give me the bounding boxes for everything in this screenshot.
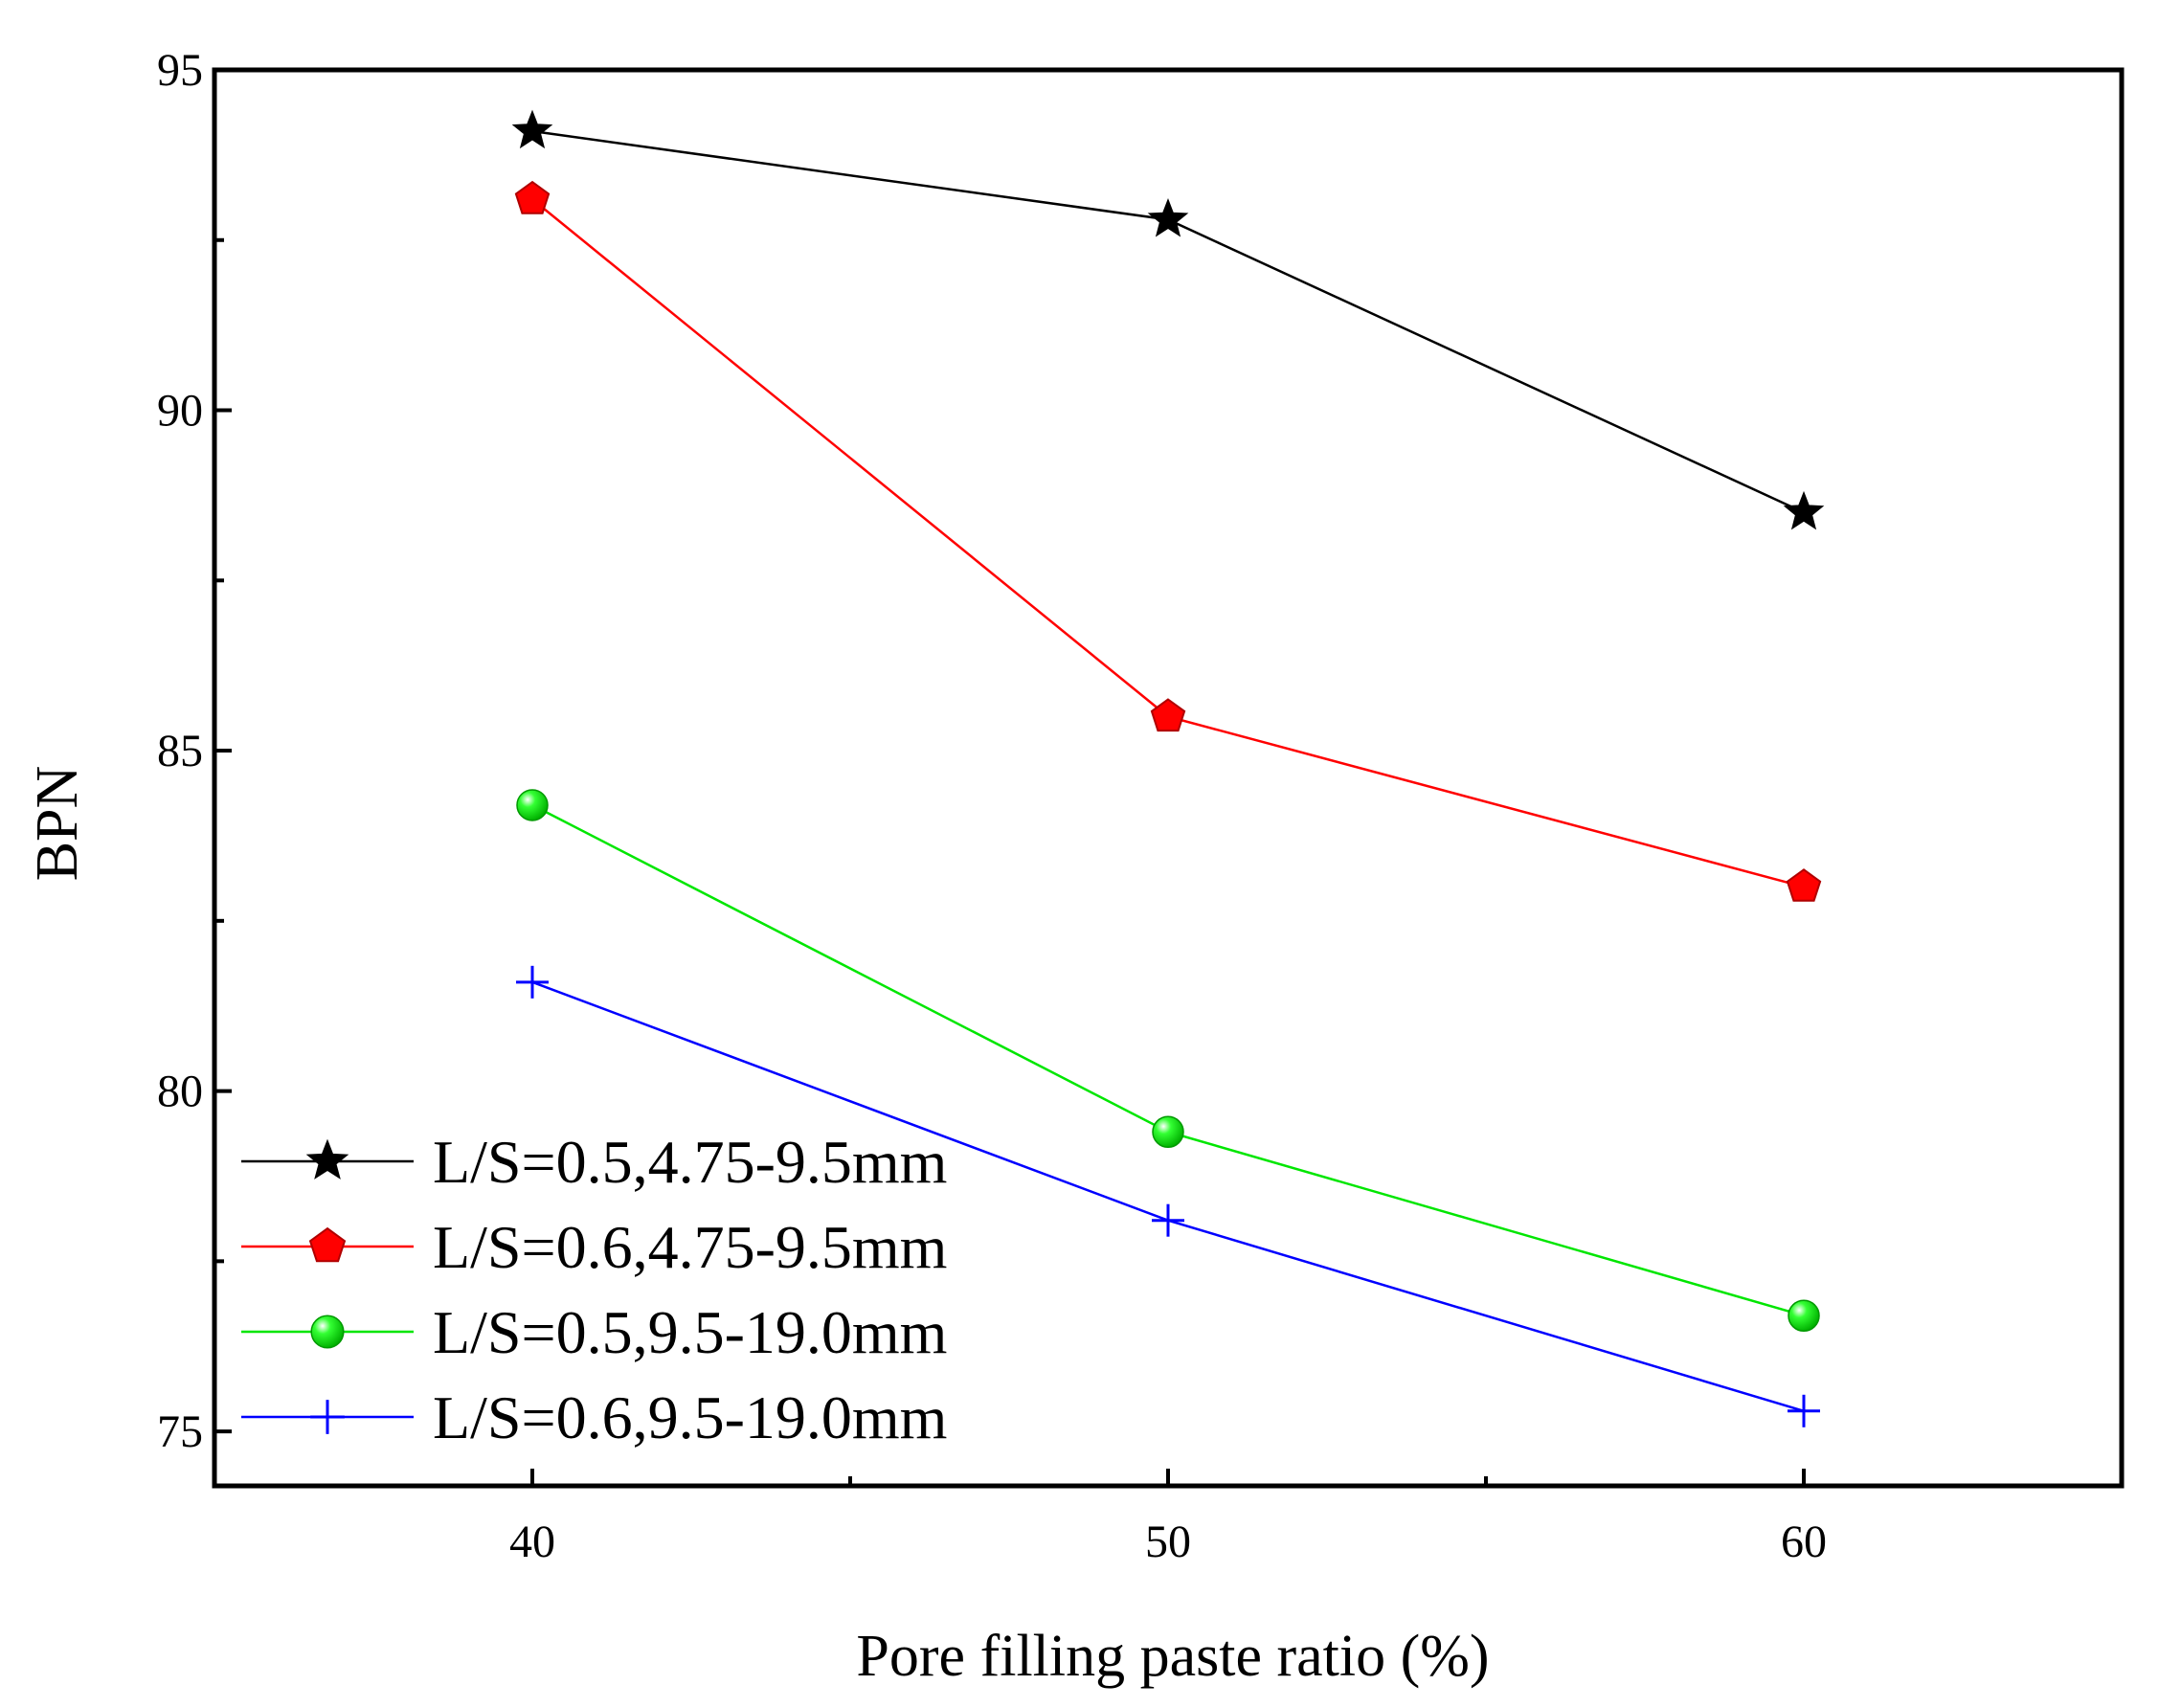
series-line (531, 198, 1805, 888)
x-tick-label: 50 (1145, 1517, 1191, 1567)
data-point (1152, 1203, 1184, 1237)
series-1 (511, 109, 1825, 530)
legend-item-2: L/S=0.6,4.75-9.5mm (241, 1213, 947, 1281)
legend-marker (310, 1315, 345, 1349)
data-point (1788, 1394, 1820, 1427)
y-tick-label: 85 (157, 726, 203, 776)
series-line (531, 129, 1805, 514)
legend-item-1: L/S=0.5,4.75-9.5mm (241, 1128, 947, 1196)
legend-marker (310, 1400, 345, 1434)
x-axis-label: Pore filling paste ratio (%) (856, 1624, 1489, 1689)
legend-item-3: L/S=0.5,9.5-19.0mm (241, 1298, 947, 1366)
x-tick-label: 60 (1781, 1517, 1827, 1567)
data-point (1152, 1115, 1184, 1148)
series-4 (516, 965, 1820, 1427)
data-point (1783, 490, 1825, 530)
legend-label: L/S=0.6,9.5-19.0mm (433, 1383, 947, 1451)
legend-marker (308, 1226, 347, 1263)
data-point (516, 965, 549, 999)
axes: 75 80 85 90 95 40 50 60 (157, 45, 2125, 1567)
legend-label: L/S=0.6,4.75-9.5mm (433, 1213, 947, 1281)
data-point (514, 180, 551, 214)
series-2 (514, 180, 1822, 902)
y-tick-label: 80 (157, 1067, 203, 1117)
legend-marker (305, 1138, 349, 1180)
legend-label: L/S=0.5,4.75-9.5mm (433, 1128, 947, 1196)
x-tick-label: 40 (509, 1517, 555, 1567)
legend-item-4: L/S=0.6,9.5-19.0mm (241, 1383, 947, 1451)
data-point (1147, 198, 1189, 237)
data-point (516, 789, 549, 821)
legend-label: L/S=0.5,9.5-19.0mm (433, 1298, 947, 1366)
y-tick-label: 95 (157, 45, 203, 96)
data-point (511, 109, 553, 149)
series-3 (516, 789, 1820, 1332)
data-point (1150, 698, 1186, 732)
data-point (1788, 1299, 1820, 1332)
series-layer (511, 109, 1825, 1427)
y-tick-label: 90 (157, 386, 203, 437)
data-point (1786, 868, 1822, 902)
y-tick-label: 75 (157, 1406, 203, 1457)
legend: L/S=0.5,4.75-9.5mm L/S=0.6,4.75-9.5mm L/S=… (241, 1128, 947, 1451)
y-axis-label: BPN (25, 766, 90, 882)
